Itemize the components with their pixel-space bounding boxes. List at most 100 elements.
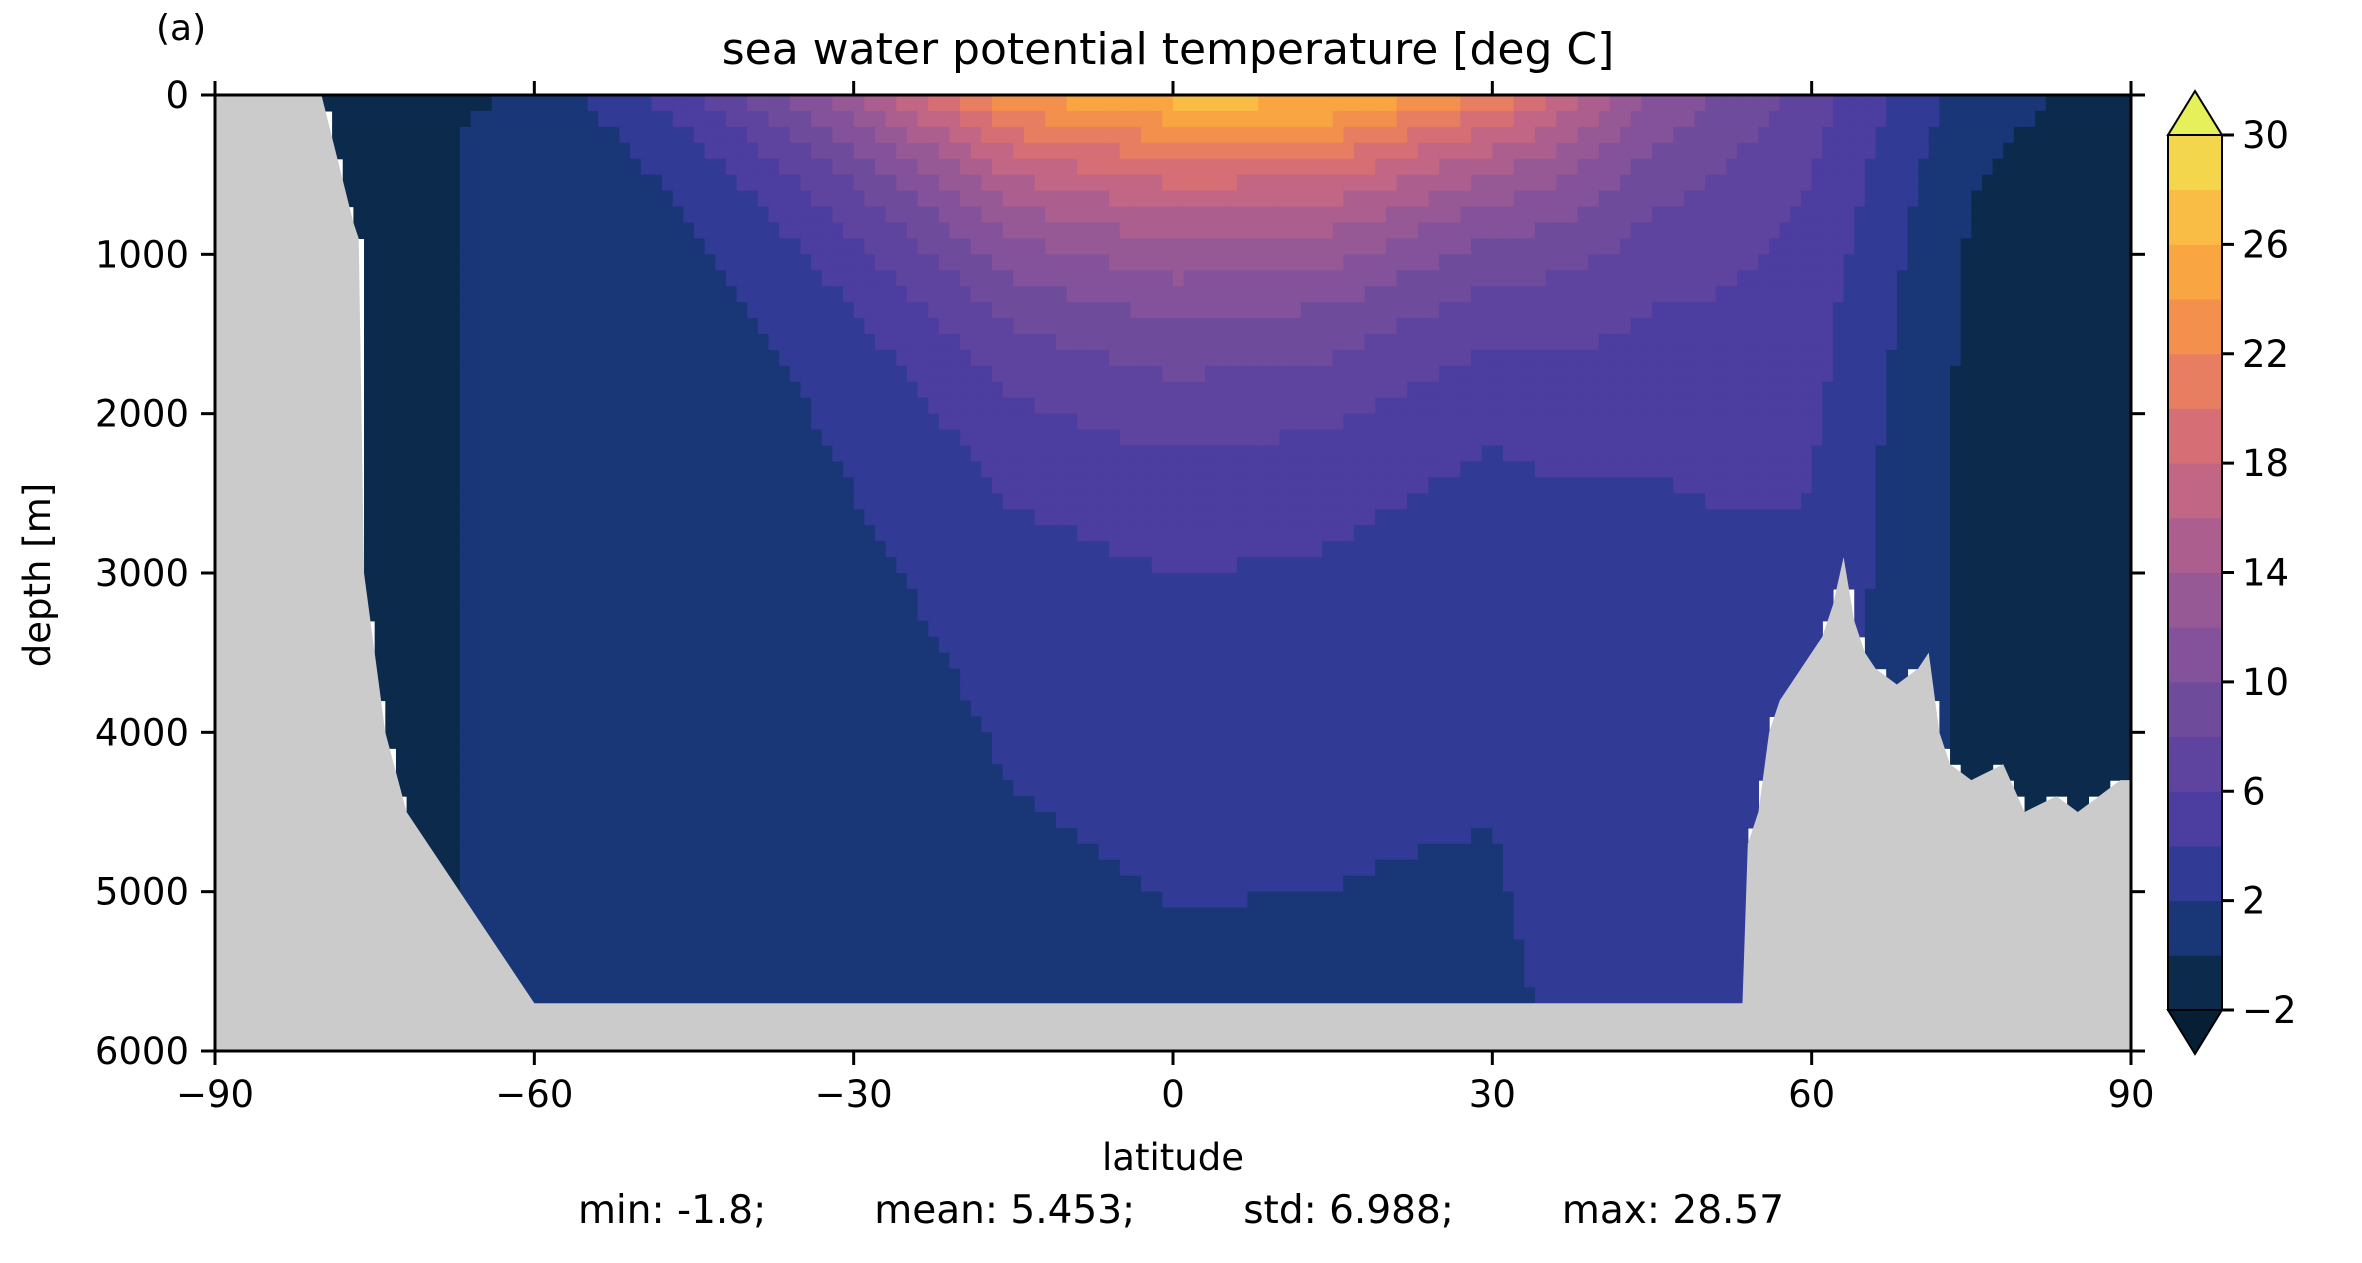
heatmap-cell xyxy=(960,509,972,526)
heatmap-cell xyxy=(598,349,610,367)
heatmap-cell xyxy=(800,588,812,606)
heatmap-cell xyxy=(960,381,972,399)
heatmap-cell xyxy=(1279,588,1291,606)
heatmap-cell xyxy=(725,780,738,797)
heatmap-cell xyxy=(1311,381,1323,399)
heatmap-cell xyxy=(949,477,961,494)
heatmap-cell xyxy=(800,381,812,399)
heatmap-cell xyxy=(417,541,429,558)
heatmap-cell xyxy=(1034,620,1046,638)
heatmap-cell xyxy=(1268,445,1281,463)
heatmap-cell xyxy=(619,604,631,622)
heatmap-cell xyxy=(1087,780,1100,797)
heatmap-cell xyxy=(757,95,770,112)
heatmap-cell xyxy=(1183,206,1195,224)
heatmap-cell xyxy=(619,843,631,861)
heatmap-cell xyxy=(555,126,567,144)
heatmap-cell xyxy=(928,254,940,271)
heatmap-cell xyxy=(619,636,631,654)
heatmap-cell xyxy=(725,859,738,877)
heatmap-cell xyxy=(917,190,929,208)
heatmap-cell xyxy=(438,158,450,176)
heatmap-cell xyxy=(1023,126,1036,144)
heatmap-cell xyxy=(1045,349,1057,367)
heatmap-cell xyxy=(470,174,482,192)
heatmap-cell xyxy=(513,573,525,590)
heatmap-cell xyxy=(449,190,461,208)
heatmap-cell xyxy=(704,764,716,781)
heatmap-cell xyxy=(683,509,695,526)
heatmap-cell xyxy=(1215,477,1227,494)
heatmap-cell xyxy=(938,461,951,478)
heatmap-cell xyxy=(1290,334,1302,351)
heatmap-cell xyxy=(981,796,993,813)
heatmap-cell xyxy=(1013,302,1025,319)
heatmap-cell xyxy=(736,668,748,686)
heatmap-cell xyxy=(1119,827,1132,845)
heatmap-cell xyxy=(970,875,982,893)
heatmap-cell xyxy=(779,302,791,319)
heatmap-cell xyxy=(1130,716,1142,733)
heatmap-cell xyxy=(1300,652,1312,670)
heatmap-cell xyxy=(459,620,472,638)
heatmap-cell xyxy=(757,668,770,686)
heatmap-cell xyxy=(789,349,802,367)
heatmap-cell xyxy=(960,142,972,160)
heatmap-cell xyxy=(1226,222,1238,239)
heatmap-cell xyxy=(1204,525,1217,542)
heatmap-cell xyxy=(502,668,514,686)
heatmap-cell xyxy=(747,859,759,877)
heatmap-cell xyxy=(502,381,514,399)
heatmap-cell xyxy=(1119,891,1132,909)
heatmap-cell xyxy=(906,158,919,176)
heatmap-cell xyxy=(1002,541,1014,558)
heatmap-cell xyxy=(640,684,653,702)
heatmap-cell xyxy=(1066,827,1078,845)
heatmap-cell xyxy=(438,859,450,877)
heatmap-cell xyxy=(800,110,812,128)
heatmap-cell xyxy=(928,397,940,415)
heatmap-cell xyxy=(534,843,546,861)
heatmap-cell xyxy=(470,142,482,160)
heatmap-cell xyxy=(353,110,365,128)
heatmap-cell xyxy=(1183,604,1195,622)
heatmap-cell xyxy=(938,477,951,494)
heatmap-cell xyxy=(1268,812,1281,829)
heatmap-cell xyxy=(1194,509,1206,526)
heatmap-cell xyxy=(1098,318,1110,335)
heatmap-cell xyxy=(1162,557,1174,574)
heatmap-cell xyxy=(683,875,695,893)
heatmap-cell xyxy=(1002,843,1014,861)
heatmap-cell xyxy=(449,748,461,765)
heatmap-cell xyxy=(1130,381,1142,399)
heatmap-cell xyxy=(449,381,461,399)
heatmap-cell xyxy=(864,142,876,160)
heatmap-cell xyxy=(1002,286,1014,303)
heatmap-cell xyxy=(917,748,929,765)
heatmap-cell xyxy=(1215,413,1227,431)
heatmap-cell xyxy=(1130,652,1142,670)
heatmap-cell xyxy=(1290,270,1302,287)
heatmap-cell xyxy=(608,604,621,622)
heatmap-cell xyxy=(1268,509,1281,526)
heatmap-cell xyxy=(1098,573,1110,590)
heatmap-cell xyxy=(960,620,972,638)
heatmap-cell xyxy=(395,700,408,717)
heatmap-cell xyxy=(1045,875,1057,893)
heatmap-cell xyxy=(1268,907,1281,925)
heatmap-cell xyxy=(747,190,759,208)
heatmap-cell xyxy=(736,190,748,208)
heatmap-cell xyxy=(1045,604,1057,622)
heatmap-cell xyxy=(992,493,1004,510)
heatmap-cell xyxy=(1183,971,1195,988)
heatmap-cell xyxy=(576,110,589,128)
heatmap-cell xyxy=(374,573,386,590)
heatmap-cell xyxy=(779,955,791,972)
heatmap-cell xyxy=(651,557,663,574)
heatmap-cell xyxy=(747,843,759,861)
heatmap-cell xyxy=(874,429,887,447)
heatmap-cell xyxy=(938,397,951,415)
heatmap-cell xyxy=(949,254,961,271)
heatmap-cell xyxy=(949,748,961,765)
heatmap-cell xyxy=(513,222,525,239)
